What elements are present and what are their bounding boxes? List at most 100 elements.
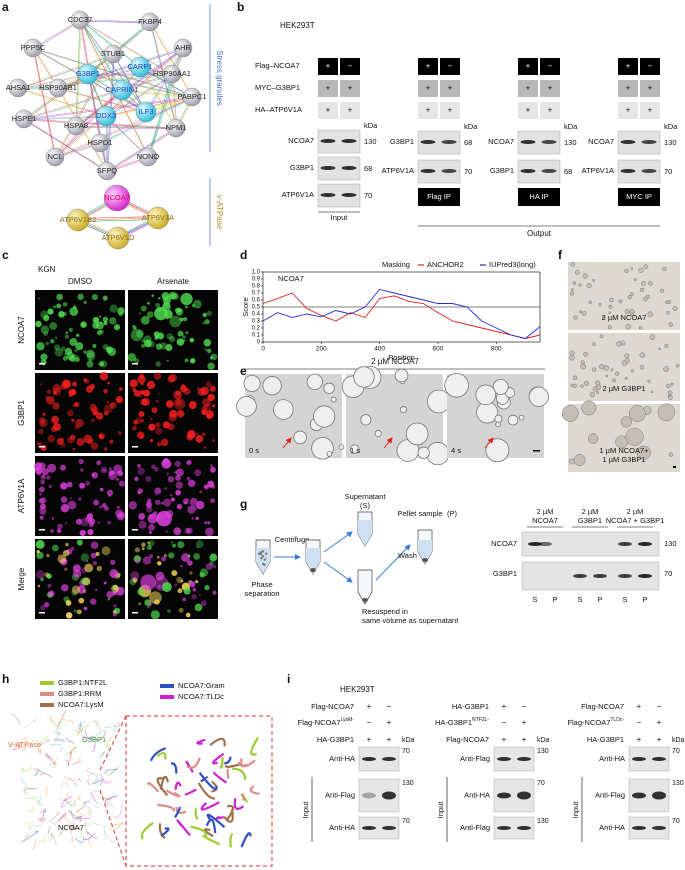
- micrograph-signal: [176, 409, 185, 418]
- micrograph-signal: [67, 409, 74, 417]
- micrograph-signal: [143, 335, 152, 344]
- blot-band: [652, 791, 666, 800]
- micrograph-signal: [183, 317, 188, 322]
- structure-ribbon: [83, 800, 91, 805]
- blot-band: [382, 757, 396, 761]
- micrograph-signal: [51, 544, 59, 552]
- micrograph-signal: [102, 344, 109, 350]
- blot-strip: [317, 129, 361, 154]
- network-edge: [88, 74, 194, 99]
- micrograph-signal: [70, 546, 75, 551]
- structure-ribbon: [20, 834, 29, 844]
- micrograph-signal: [104, 581, 107, 584]
- droplet: [353, 366, 375, 388]
- micrograph-signal: [133, 555, 142, 563]
- micrograph-signal: [39, 492, 42, 496]
- structure-ribbon: [112, 803, 122, 818]
- micrograph: [35, 539, 125, 619]
- panel-letter: h: [2, 672, 9, 686]
- structure-ribbon: [170, 762, 178, 774]
- pellet: [362, 598, 368, 602]
- structure-ribbon: [140, 821, 154, 840]
- micrograph-signal: [83, 300, 87, 305]
- micrograph-signal: [142, 556, 152, 565]
- micrograph-signal: [166, 359, 169, 362]
- micrograph-signal: [165, 344, 173, 352]
- construct-label: MYC–G3BP1: [255, 83, 300, 92]
- droplet: [263, 558, 267, 561]
- network-node: [140, 12, 160, 32]
- micrograph-signal: [175, 475, 181, 481]
- micrograph-signal: [57, 554, 67, 564]
- condition-cell: [340, 102, 360, 119]
- micrograph-signal: [187, 560, 193, 566]
- network-node: [146, 206, 170, 230]
- droplet: [667, 299, 672, 304]
- micrograph-signal: [51, 415, 60, 424]
- micrograph-signal: [107, 381, 111, 385]
- micrograph-signal: [189, 497, 198, 506]
- micrograph-signal: [128, 501, 137, 510]
- micrograph-signal: [202, 432, 206, 436]
- micrograph-signal: [146, 605, 151, 609]
- droplet: [264, 552, 268, 555]
- legend-swatch: [160, 684, 174, 688]
- micrograph-signal: [56, 293, 63, 301]
- micrograph-signal: [95, 321, 104, 330]
- blot-band: [341, 193, 357, 197]
- kda-value: 130: [537, 748, 549, 755]
- construct-name: Flag-NCOA7: [567, 718, 610, 727]
- structure-ribbon: [11, 713, 22, 725]
- step-label: Phase: [251, 580, 272, 589]
- network-edge: [145, 47, 184, 113]
- network-edge: [24, 116, 108, 121]
- header-label: 2 µM: [537, 507, 554, 516]
- kda-value: 70: [364, 191, 372, 200]
- structure-ribbon: [37, 818, 42, 821]
- micrograph-signal: [210, 464, 213, 468]
- micrograph-signal: [153, 511, 158, 516]
- y-tick-label: 0.4: [252, 312, 261, 318]
- sign: +: [387, 718, 392, 727]
- micrograph-signal: [178, 607, 184, 613]
- structure-ribbon: [200, 801, 220, 811]
- micrograph-signal: [141, 419, 144, 422]
- structure-ribbon: [49, 819, 57, 826]
- network-edge: [55, 54, 115, 159]
- micrograph-signal: [95, 588, 98, 591]
- micrograph-signal: [198, 593, 201, 597]
- micrograph-signal: [76, 609, 82, 615]
- network-edge: [147, 47, 184, 158]
- structure-ribbon: [23, 719, 37, 730]
- structure-ribbon: [233, 798, 245, 810]
- micrograph-signal: [45, 395, 55, 405]
- micrograph-signal: [160, 501, 164, 505]
- micrograph-signal: [201, 409, 207, 415]
- droplet: [588, 300, 592, 304]
- micrograph-signal: [48, 484, 53, 489]
- micrograph-signal: [203, 446, 207, 450]
- micrograph-signal: [204, 348, 208, 352]
- micrograph-signal: [210, 466, 216, 473]
- droplet: [573, 454, 586, 466]
- network-edge: [18, 54, 115, 90]
- droplet: [569, 291, 575, 296]
- structure-ribbon: [22, 830, 39, 842]
- condition-cell: [418, 58, 438, 75]
- sign: +: [348, 84, 353, 93]
- condition-cell: [340, 80, 360, 97]
- micrograph-signal: [77, 497, 82, 501]
- kda-value: 130: [364, 137, 377, 146]
- micrograph-signal: [196, 545, 199, 549]
- droplet: [572, 383, 577, 388]
- sign: +: [367, 735, 372, 744]
- network-edge: [77, 219, 159, 222]
- construct-label: HA-G3BP1NTF2L-: [435, 717, 489, 727]
- micrograph-signal: [67, 500, 77, 510]
- structure-ribbon: [103, 825, 107, 841]
- droplet: [262, 376, 282, 396]
- micrograph-signal: [207, 521, 211, 525]
- micrograph-signal: [45, 341, 50, 346]
- micrograph-signal: [155, 499, 161, 506]
- structure-ribbon: [71, 812, 83, 819]
